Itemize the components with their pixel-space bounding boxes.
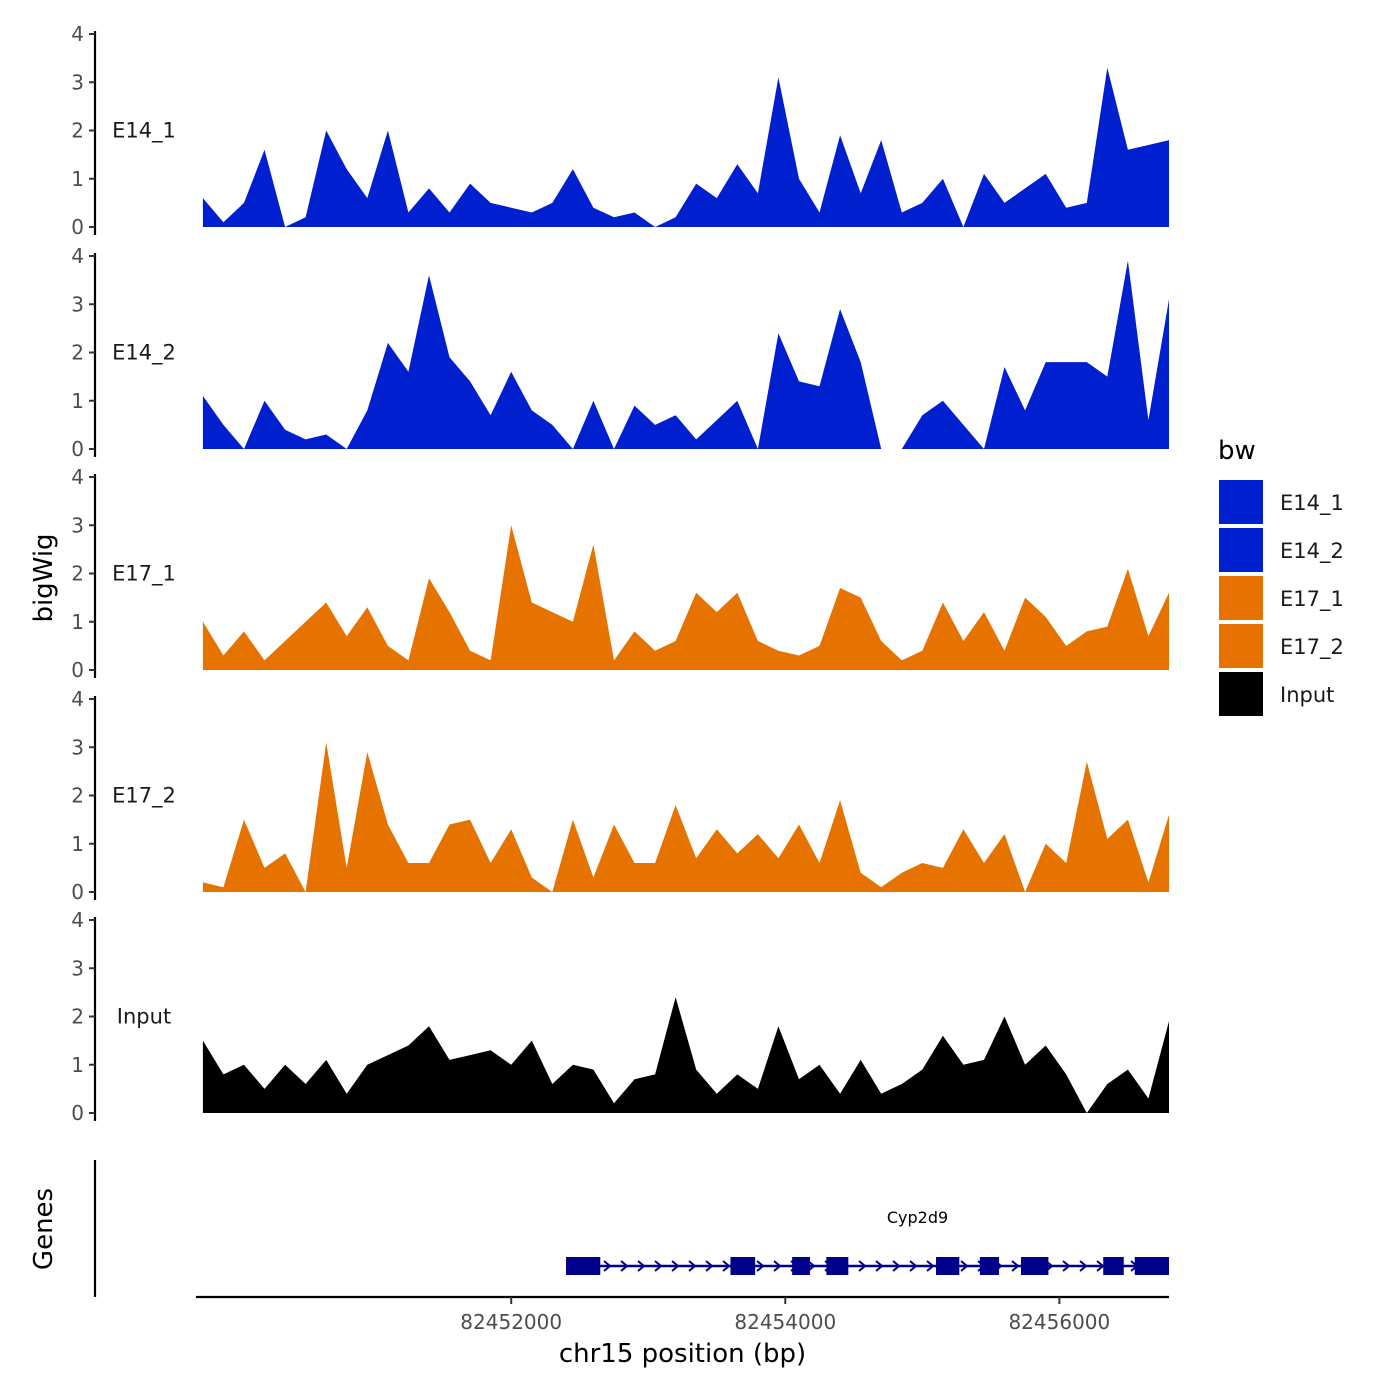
track-label: E17_1 (112, 562, 176, 587)
strand-arrow-icon (756, 1260, 765, 1272)
y-tick-label: 2 (71, 119, 84, 143)
y-axis-title: bigWig (29, 533, 59, 622)
y-tick-label: 4 (71, 22, 84, 46)
legend-swatch (1219, 576, 1263, 620)
exon-block (730, 1257, 756, 1275)
exon-block (566, 1257, 601, 1275)
legend-label: E14_1 (1280, 491, 1344, 516)
y-tick-label: 2 (71, 341, 84, 365)
strand-arrow-icon (671, 1260, 680, 1272)
strand-arrow-icon (926, 1260, 935, 1272)
genes-panel: Cyp2d9 (93, 1160, 1169, 1297)
gene-label: Cyp2d9 (887, 1208, 948, 1227)
y-tick-label: 4 (71, 465, 84, 489)
legend-swatch (1219, 528, 1263, 572)
legend-swatch (1219, 480, 1263, 524)
exon-block (1103, 1257, 1124, 1275)
strand-arrow-icon (1079, 1260, 1088, 1272)
strand-arrow-icon (773, 1260, 782, 1272)
strand-arrow-icon (1096, 1260, 1105, 1272)
strand-arrow-icon (960, 1260, 969, 1272)
y-tick-label: 4 (71, 244, 84, 268)
legend-label: Input (1280, 683, 1334, 707)
y-tick-label: 0 (71, 437, 84, 461)
legend: bw E14_1 E14_2 E17_1 E17_2 Input (1218, 436, 1344, 716)
track-label: Input (117, 1005, 171, 1029)
y-tick-label: 1 (71, 610, 84, 634)
y-tick-label: 3 (71, 70, 84, 94)
y-tick-label: 2 (71, 784, 84, 808)
strand-arrow-icon (807, 1260, 816, 1272)
legend-label: E14_2 (1280, 539, 1344, 564)
strand-arrow-icon (637, 1260, 646, 1272)
y-tick-label: 3 (71, 513, 84, 537)
coverage-area-input (202, 997, 1169, 1113)
y-tick-label: 3 (71, 956, 84, 980)
x-tick-label: 82452000 (460, 1310, 562, 1334)
y-tick-label: 3 (71, 292, 84, 316)
y-tick-label: 1 (71, 832, 84, 856)
y-tick-label: 1 (71, 167, 84, 191)
strand-arrow-icon (1011, 1260, 1020, 1272)
strand-arrow-icon (858, 1260, 867, 1272)
y-tick-label: 1 (71, 389, 84, 413)
track-label: E14_2 (112, 341, 176, 366)
exon-block (792, 1257, 810, 1275)
exon-block (1020, 1257, 1049, 1275)
legend-swatch (1219, 624, 1263, 668)
legend-label: E17_2 (1280, 635, 1344, 660)
y-tick-label: 2 (71, 562, 84, 586)
track-e14-2: 0 1 2 3 4 E14_2 (71, 244, 1169, 461)
track-label: E17_2 (112, 784, 176, 809)
x-tick-label: 82456000 (1008, 1310, 1110, 1334)
strand-arrow-icon (688, 1260, 697, 1272)
y-tick-label: 4 (71, 908, 84, 932)
y-tick-label: 0 (71, 658, 84, 682)
coverage-area-e14-1 (202, 67, 1169, 227)
track-label: E14_1 (112, 119, 176, 144)
exon-block (826, 1257, 849, 1275)
strand-arrow-icon (705, 1260, 714, 1272)
legend-swatch (1219, 672, 1263, 716)
strand-arrow-icon (875, 1260, 884, 1272)
y-tick-label: 0 (71, 1101, 84, 1125)
x-axis-title: chr15 position (bp) (559, 1339, 806, 1369)
track-e14-1: 0 1 2 3 4 E14_1 (71, 22, 1169, 239)
gene-cyp2d9: Cyp2d9 (566, 1208, 1169, 1275)
y-tick-label: 2 (71, 1005, 84, 1029)
genes-axis-title: Genes (29, 1188, 59, 1270)
exon-block (936, 1257, 960, 1275)
track-e17-2: 0 1 2 3 4 E17_2 (71, 687, 1169, 904)
y-tick-label: 4 (71, 687, 84, 711)
x-tick-label: 82454000 (734, 1310, 836, 1334)
strand-arrow-icon (909, 1260, 918, 1272)
x-axis: 82452000 82454000 82456000 (196, 1295, 1169, 1334)
coverage-area-e17-1 (202, 525, 1169, 670)
coverage-tracks: 0 1 2 3 4 E14_1 0 1 2 3 4 E14_2 0 1 2 3 4 E17_1 0 1 2 3 4 E17_2… (71, 22, 1169, 1125)
exon-block (1134, 1257, 1169, 1275)
track-input: 0 1 2 3 4 Input (71, 908, 1169, 1125)
coverage-area-e17-2 (202, 742, 1169, 892)
exon-block (979, 1257, 1000, 1275)
strand-arrow-icon (654, 1260, 663, 1272)
legend-title: bw (1218, 436, 1256, 466)
strand-arrow-icon (603, 1260, 612, 1272)
coverage-area-e14-2 (202, 260, 1169, 449)
track-e17-1: 0 1 2 3 4 E17_1 (71, 465, 1169, 682)
strand-arrow-icon (620, 1260, 629, 1272)
y-tick-label: 0 (71, 880, 84, 904)
y-tick-label: 0 (71, 215, 84, 239)
legend-label: E17_1 (1280, 587, 1344, 612)
y-tick-label: 1 (71, 1053, 84, 1077)
strand-arrow-icon (722, 1260, 731, 1272)
strand-arrow-icon (892, 1260, 901, 1272)
strand-arrow-icon (1062, 1260, 1071, 1272)
y-tick-label: 3 (71, 735, 84, 759)
